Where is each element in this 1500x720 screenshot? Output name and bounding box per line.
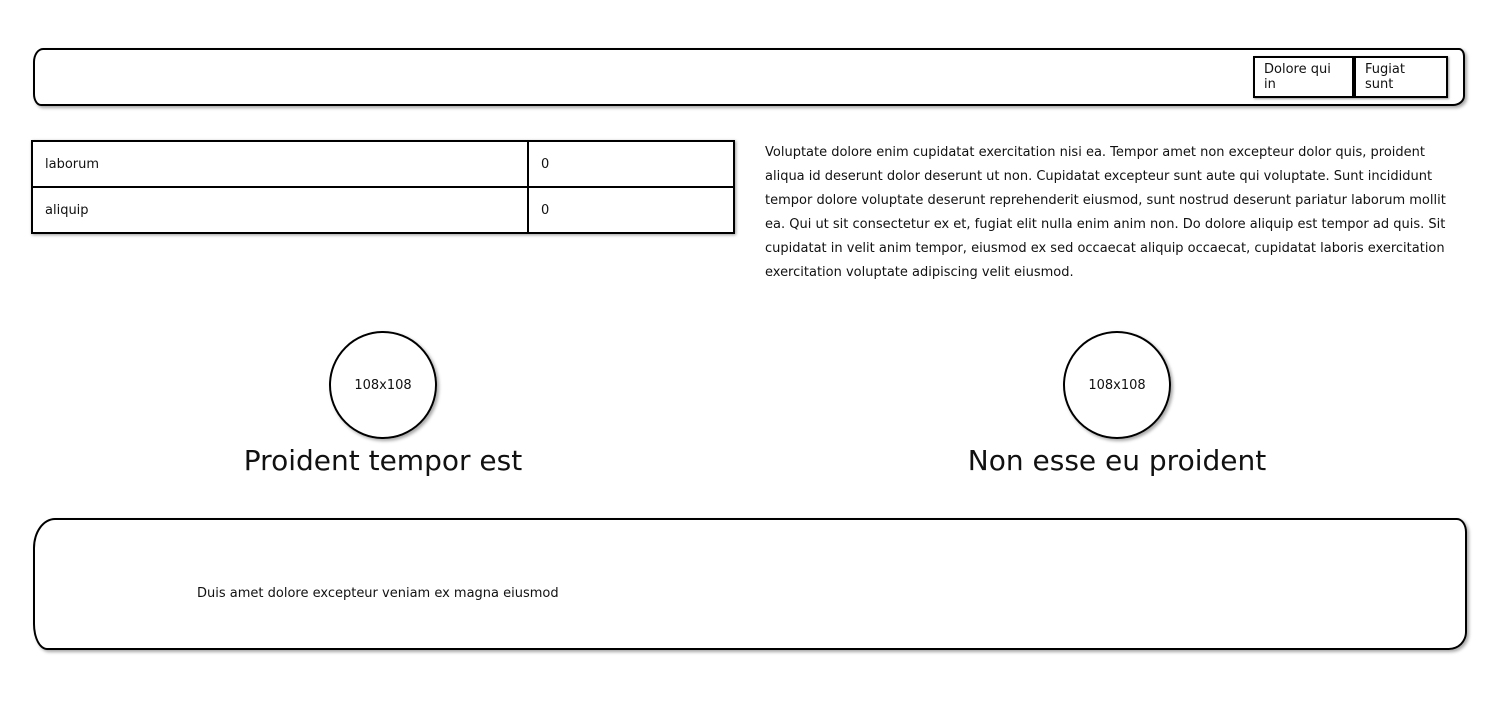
image-placeholder: 108x108 <box>329 331 437 439</box>
nav-buttons: Dolore qui in Fugiat sunt <box>1253 56 1448 98</box>
feature-card: 108x108 Non esse eu proident <box>917 331 1317 481</box>
footer-text: Duis amet dolore excepteur veniam ex mag… <box>197 586 559 601</box>
body-paragraph: Voluptate dolore enim cupidatat exercita… <box>765 145 1446 280</box>
nav-button-fugiat-sunt[interactable]: Fugiat sunt <box>1354 56 1448 98</box>
table-cell-name: aliquip <box>31 186 529 234</box>
image-size-label: 108x108 <box>354 377 412 393</box>
image-size-label: 108x108 <box>1088 377 1146 393</box>
table-cell-value: 0 <box>527 140 735 188</box>
table-cell-value: 0 <box>527 186 735 234</box>
feature-title: Non esse eu proident <box>967 444 1267 477</box>
footer-bar: Duis amet dolore excepteur veniam ex mag… <box>33 518 1467 650</box>
header-bar: Dolore qui in Fugiat sunt <box>33 48 1465 106</box>
image-placeholder: 108x108 <box>1063 331 1171 439</box>
table-row: aliquip 0 <box>31 186 735 234</box>
feature-title: Proident tempor est <box>243 444 523 477</box>
feature-card: 108x108 Proident tempor est <box>183 331 583 481</box>
table-row: laborum 0 <box>31 140 735 188</box>
table-cell-name: laborum <box>31 140 529 188</box>
nav-button-dolore-qui-in[interactable]: Dolore qui in <box>1253 56 1354 98</box>
data-table: laborum 0 aliquip 0 <box>31 140 735 234</box>
